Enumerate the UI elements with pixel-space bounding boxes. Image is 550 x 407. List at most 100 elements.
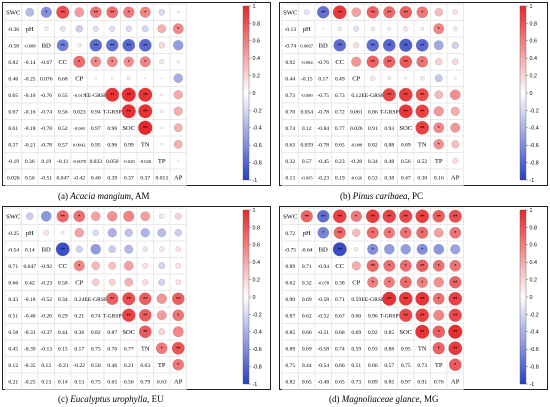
correlation-circle	[399, 209, 413, 223]
significance-mark: **	[371, 214, 376, 220]
significance-mark: *	[421, 280, 424, 286]
correlation-circle	[123, 56, 134, 67]
correlation-circle	[43, 229, 50, 236]
significance-mark: **	[110, 10, 115, 16]
colorbar-tick-label: -0.4	[253, 330, 262, 336]
coefficient-label: -0.0070	[72, 159, 87, 164]
coefficient-label: -0.13	[40, 346, 52, 352]
correlation-circle	[433, 23, 445, 35]
significance-mark: *	[388, 280, 391, 286]
correlation-circle	[365, 209, 380, 224]
colorbar	[242, 209, 250, 385]
coefficient-label: -0.78	[317, 109, 329, 115]
correlation-circle	[416, 55, 429, 68]
correlation-circle	[138, 120, 153, 135]
correlation-circle	[415, 308, 429, 322]
correlation-circle	[173, 139, 183, 149]
correlation-circle	[144, 77, 146, 79]
significance-mark: **	[437, 214, 442, 220]
correlation-circle	[383, 6, 396, 19]
correlation-circle	[449, 276, 462, 289]
coefficient-label: 0.52	[417, 159, 427, 165]
correlation-circle	[434, 90, 443, 99]
correlation-circle	[175, 262, 182, 269]
variable-label: AP	[174, 379, 183, 386]
significance-mark: **	[453, 313, 458, 319]
correlation-circle	[432, 292, 445, 305]
correlation-circle	[432, 259, 445, 272]
correlation-circle	[109, 25, 116, 32]
colorbar-tick-label: 0.8	[253, 225, 261, 231]
variable-label: SOC	[399, 125, 412, 132]
correlation-circle	[25, 7, 35, 17]
significance-mark: *	[128, 60, 131, 66]
coefficient-label: 0.12	[302, 126, 312, 132]
coefficient-label: 0.21	[124, 363, 134, 369]
significance-mark: *	[438, 27, 441, 33]
correlation-circle	[157, 24, 167, 34]
coefficient-label: 0.58	[58, 280, 68, 286]
correlation-circle	[333, 38, 347, 52]
coefficient-label: 0.56	[25, 175, 35, 181]
correlation-circle	[173, 73, 183, 83]
colorbar-tick-label: -0.2	[530, 312, 539, 318]
matrix-grid: SWC ** ** ** * ** ** ** ** ** **pH0.72 * ** * * * * *BD-0…	[281, 207, 464, 390]
correlation-circle	[123, 210, 135, 222]
coefficient-label: 0.73	[285, 93, 295, 99]
correlation-circle	[139, 6, 151, 18]
coefficient-label: 0.89	[285, 346, 295, 352]
colorbar-tick-label: -1	[530, 178, 535, 184]
significance-mark: **	[387, 60, 392, 66]
coefficient-label: 0.86	[368, 109, 378, 115]
coefficient-label: -0.54	[317, 363, 329, 369]
correlation-circle	[387, 76, 392, 81]
correlation-circle	[384, 244, 395, 255]
significance-mark: **	[453, 280, 458, 286]
coefficient-label: 0.24	[74, 297, 84, 303]
correlation-circle	[399, 259, 412, 272]
significance-mark: *	[78, 264, 81, 270]
significance-mark: *	[438, 142, 441, 148]
coefficient-label: 0.12	[351, 93, 361, 99]
coefficient-label: 0.74	[91, 313, 101, 319]
correlation-circle	[353, 25, 360, 32]
correlation-circle	[416, 259, 429, 272]
correlation-circle	[420, 26, 425, 31]
coefficient-label: 0.95	[91, 142, 101, 148]
coefficient-label: 0.21	[74, 313, 84, 319]
coefficient-label: 0.14	[25, 247, 35, 253]
significance-mark: **	[338, 10, 343, 16]
significance-mark: **	[387, 10, 392, 16]
correlation-circle	[106, 6, 119, 19]
significance-mark: *	[454, 231, 457, 237]
coefficient-label: 0.38	[335, 280, 345, 286]
coefficient-label: 0.56	[58, 109, 68, 115]
colorbar-tick-label: -0.6	[530, 347, 539, 353]
correlation-circle	[404, 76, 408, 80]
correlation-circle	[158, 328, 166, 336]
correlation-circle	[140, 228, 150, 238]
correlation-circle	[107, 211, 118, 222]
correlation-circle	[317, 210, 330, 223]
coefficient-label: 0.82	[368, 142, 378, 148]
colorbar-tick-label: 1	[530, 208, 533, 214]
significance-mark: **	[176, 297, 181, 303]
coefficient-label: -0.089	[301, 93, 314, 98]
coefficient-label: -0.78	[40, 126, 52, 132]
correlation-circle	[332, 242, 347, 257]
significance-mark: *	[421, 231, 424, 237]
coefficient-label: 0.061	[350, 109, 363, 115]
colorbar-tick-label: -0.2	[253, 312, 262, 318]
coefficient-label: 0.63	[140, 363, 150, 369]
colorbar-tick-label: -0.8	[530, 161, 539, 167]
coefficient-label: 0.56	[401, 159, 411, 165]
variable-label: CP	[75, 280, 83, 287]
correlation-circle	[451, 140, 460, 149]
correlation-circle	[450, 122, 461, 133]
significance-mark: **	[420, 264, 425, 270]
significance-mark: **	[143, 109, 148, 115]
correlation-circle	[415, 324, 430, 339]
colorbar-tick-label: -0.6	[530, 143, 539, 149]
coefficient-label: -0.58	[317, 297, 329, 303]
correlation-circle	[56, 5, 70, 19]
